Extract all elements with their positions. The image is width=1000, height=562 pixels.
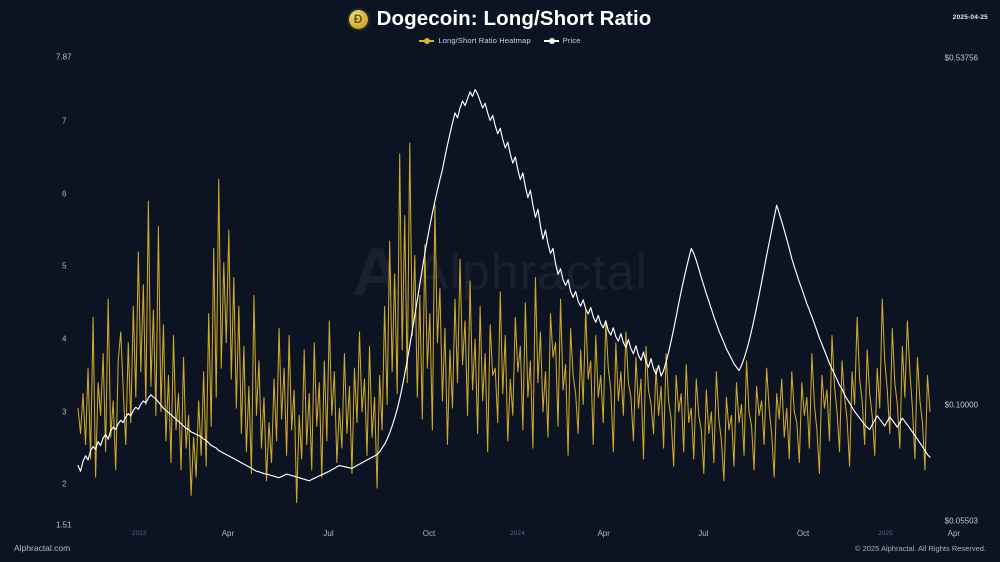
x-tick-2024: 2024 — [510, 531, 526, 537]
legend-label-ratio: Long/Short Ratio Heatmap — [438, 36, 531, 45]
y-tick-4: 4 — [62, 334, 67, 344]
chart-legend: Long/Short Ratio Heatmap Price — [0, 36, 1000, 45]
y-tick-6: 6 — [62, 189, 67, 199]
chart-header: Ð Dogecoin: Long/Short Ratio — [0, 7, 1000, 31]
series-line-long-short-ratio — [77, 142, 931, 504]
y-tick-7: 7 — [62, 116, 67, 126]
page-title: Dogecoin: Long/Short Ratio — [376, 7, 652, 30]
price-axis-mid-label: $0.10000 — [944, 400, 978, 410]
x-tick-2025: 2025 — [878, 531, 894, 537]
price-axis-min-label: $0.05503 — [944, 516, 978, 526]
footer-copyright: © 2025 Alphractal. All Rights Reserved. — [854, 544, 986, 553]
price-axis-max-label: $0.53756 — [944, 53, 978, 63]
y-axis-min-label: 1.51 — [56, 520, 72, 530]
dogecoin-logo-icon: Ð — [348, 9, 368, 29]
x-tick-apr: Apr — [597, 529, 610, 538]
legend-item-price[interactable]: Price — [543, 36, 581, 45]
x-tick-oct: Oct — [796, 529, 810, 538]
x-tick-jul: Jul — [698, 529, 709, 538]
y-axis-max-label: 7.87 — [56, 52, 72, 62]
plot-svg — [77, 89, 931, 504]
x-tick-apr: Apr — [947, 529, 961, 538]
legend-item-ratio[interactable]: Long/Short Ratio Heatmap — [419, 36, 531, 45]
footer-site-label: Alphractal.com — [14, 543, 71, 553]
x-tick-jul: Jul — [323, 529, 334, 538]
x-tick-apr: Apr — [221, 529, 235, 538]
x-tick-oct: Oct — [422, 529, 436, 538]
legend-label-price: Price — [562, 36, 581, 45]
y-tick-5: 5 — [62, 261, 67, 271]
legend-swatch-ratio-icon — [419, 37, 435, 44]
plot-area — [77, 58, 931, 520]
y-tick-2: 2 — [62, 479, 67, 489]
legend-swatch-price-icon — [543, 37, 559, 44]
x-tick-2023: 2023 — [131, 531, 147, 537]
y-tick-3: 3 — [62, 407, 67, 417]
date-stamp: 2025-04-25 — [952, 14, 988, 21]
series-line-price — [77, 89, 931, 482]
